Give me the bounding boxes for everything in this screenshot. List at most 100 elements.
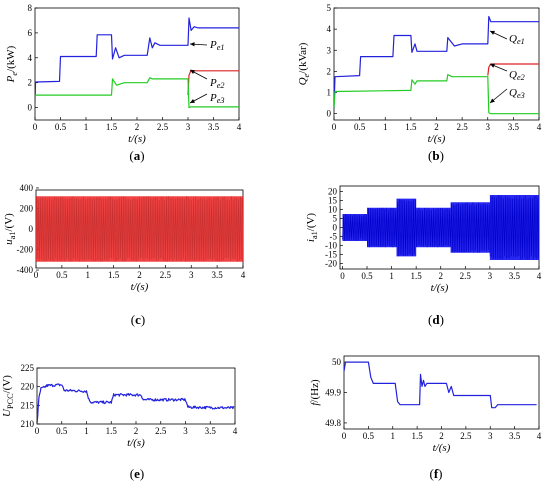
annotation-label: Pe3 <box>209 92 225 105</box>
x-tick-label: 0.5 <box>361 271 373 281</box>
x-tick-label: 2 <box>434 122 439 132</box>
series-Q_e2 <box>487 63 539 76</box>
panel-b: 0 0.5 1 1.5 2 2.5 3 3.5 4 0 1 2 3 4 5 Qe/(kVar) t/(s) (b)… <box>297 3 542 163</box>
x-tick-label: 4 <box>537 431 542 441</box>
y-tick-label: 220 <box>21 382 35 392</box>
y-tick-label: -400 <box>17 265 34 275</box>
y-tick-label: 0 <box>29 224 34 234</box>
x-axis-label: t/(s) <box>127 437 145 449</box>
x-tick-label: 4 <box>241 270 246 280</box>
plot-area-e <box>37 383 235 424</box>
y-axis-label: UPCC/(V) <box>1 375 15 417</box>
x-tick-label: 0 <box>33 122 38 132</box>
series-u_a1 <box>36 196 243 262</box>
x-tick-label: 1 <box>84 122 89 132</box>
x-axis-label: t/(s) <box>431 282 449 294</box>
y-tick-label: -200 <box>17 245 34 255</box>
panel-a: 0 0.5 1 1.5 2 2.5 3 3.5 4 0 2 4 6 8 Pe/(kW) t/(s) (a) Pe1… <box>5 3 242 163</box>
plot-area-a <box>35 17 239 109</box>
y-tick-label: -20 <box>325 259 337 269</box>
panel-c: 0 0.5 1 1.5 2 2.5 3 3.5 4 -400 -200 0 200 400 ua1/(V) t… <box>3 183 246 327</box>
x-tick-label: 1.5 <box>106 426 118 436</box>
panel-caption: (d) <box>428 312 444 327</box>
y-tick-label: -10 <box>325 241 337 251</box>
arrow-head-icon <box>190 70 195 74</box>
y-axis-label: Pe/(kW) <box>5 45 19 83</box>
x-tick-label: 2.5 <box>157 122 169 132</box>
x-tick-label: 1 <box>389 271 394 281</box>
x-tick-label: 2.5 <box>155 426 167 436</box>
x-tick-label: 3 <box>486 122 491 132</box>
y-tick-label: 4 <box>28 53 33 63</box>
x-tick-label: 2.5 <box>460 271 472 281</box>
x-tick-label: 3 <box>488 271 493 281</box>
y-tick-label: 210 <box>21 419 35 429</box>
y-tick-label: 4 <box>327 24 332 34</box>
y-tick-label: 0 <box>333 223 338 233</box>
y-axis-label: ua1/(V) <box>3 213 17 245</box>
y-tick-label: 2 <box>28 78 33 88</box>
annotation-label: Qe3 <box>509 87 525 100</box>
x-tick-label: 3.5 <box>212 270 224 280</box>
x-axis-label: t/(s) <box>433 442 451 454</box>
y-axis-label: Qe/(kVar) <box>297 42 311 85</box>
y-tick-label: 8 <box>28 3 33 13</box>
x-axis-label: t/(s) <box>428 133 446 145</box>
x-tick-label: 4 <box>237 122 242 132</box>
y-tick-label: 50 <box>332 357 342 367</box>
x-tick-label: 0 <box>342 431 347 441</box>
x-tick-label: 1.5 <box>412 431 424 441</box>
x-tick-label: 3.5 <box>509 271 521 281</box>
x-tick-label: 1 <box>383 122 388 132</box>
y-tick-label: 0 <box>327 109 332 119</box>
y-tick-label: 200 <box>20 203 34 213</box>
x-tick-label: 2 <box>137 270 142 280</box>
x-tick-label: 4 <box>233 426 238 436</box>
panel-f: 0 0.5 1 1.5 2 2.5 3 3.5 4 49.8 49.9 50 f/(Hz) t/(s) (f… <box>309 355 542 481</box>
x-axis-label: t/(s) <box>128 133 146 145</box>
x-tick-label: 1.5 <box>108 270 120 280</box>
plot-frame-a <box>34 7 240 121</box>
x-tick-label: 2.5 <box>460 431 472 441</box>
plot-frame-f <box>343 355 540 430</box>
x-tick-label: 2 <box>135 122 140 132</box>
plot-area-c <box>36 196 243 262</box>
y-tick-label: 3 <box>327 45 332 55</box>
y-tick-label: -5 <box>330 232 338 242</box>
series-i_a1 <box>342 195 539 261</box>
panel-e: 0 0.5 1 1.5 2 2.5 3 3.5 4 210 215 220 225 UPCC/(V) t/(… <box>1 363 238 481</box>
x-tick-label: 0.5 <box>363 431 375 441</box>
y-tick-label: -15 <box>325 250 337 260</box>
y-tick-label: 15 <box>328 195 338 205</box>
x-tick-label: 3 <box>183 426 188 436</box>
x-tick-label: 4 <box>537 122 542 132</box>
x-tick-label: 1 <box>86 270 91 280</box>
x-tick-label: 4 <box>537 271 542 281</box>
x-tick-label: 1 <box>84 426 89 436</box>
series-f <box>344 361 537 409</box>
arrow-head-icon <box>190 42 195 47</box>
series-Q_e3 <box>334 74 539 115</box>
panel-caption: (f) <box>429 466 442 481</box>
x-tick-label: 3.5 <box>509 431 521 441</box>
y-tick-label: 0 <box>28 103 33 113</box>
x-tick-label: 0.5 <box>354 122 366 132</box>
y-tick-label: 49.9 <box>325 388 341 398</box>
x-tick-label: 1.5 <box>106 122 118 132</box>
x-tick-label: 2 <box>134 426 139 436</box>
panel-caption: (e) <box>130 466 144 481</box>
y-tick-label: 1 <box>327 88 332 98</box>
x-tick-label: 2 <box>438 271 443 281</box>
x-tick-label: 1 <box>391 431 396 441</box>
y-tick-label: 5 <box>333 213 338 223</box>
x-tick-label: 1.5 <box>405 122 417 132</box>
panel-caption: (a) <box>129 148 144 163</box>
y-tick-label: 20 <box>328 186 338 196</box>
x-tick-label: 1.5 <box>411 271 423 281</box>
x-tick-label: 3 <box>186 122 191 132</box>
y-tick-label: 215 <box>21 400 35 410</box>
x-tick-label: 0.5 <box>55 122 67 132</box>
y-tick-label: 225 <box>21 363 35 373</box>
y-tick-label: 10 <box>328 204 338 214</box>
